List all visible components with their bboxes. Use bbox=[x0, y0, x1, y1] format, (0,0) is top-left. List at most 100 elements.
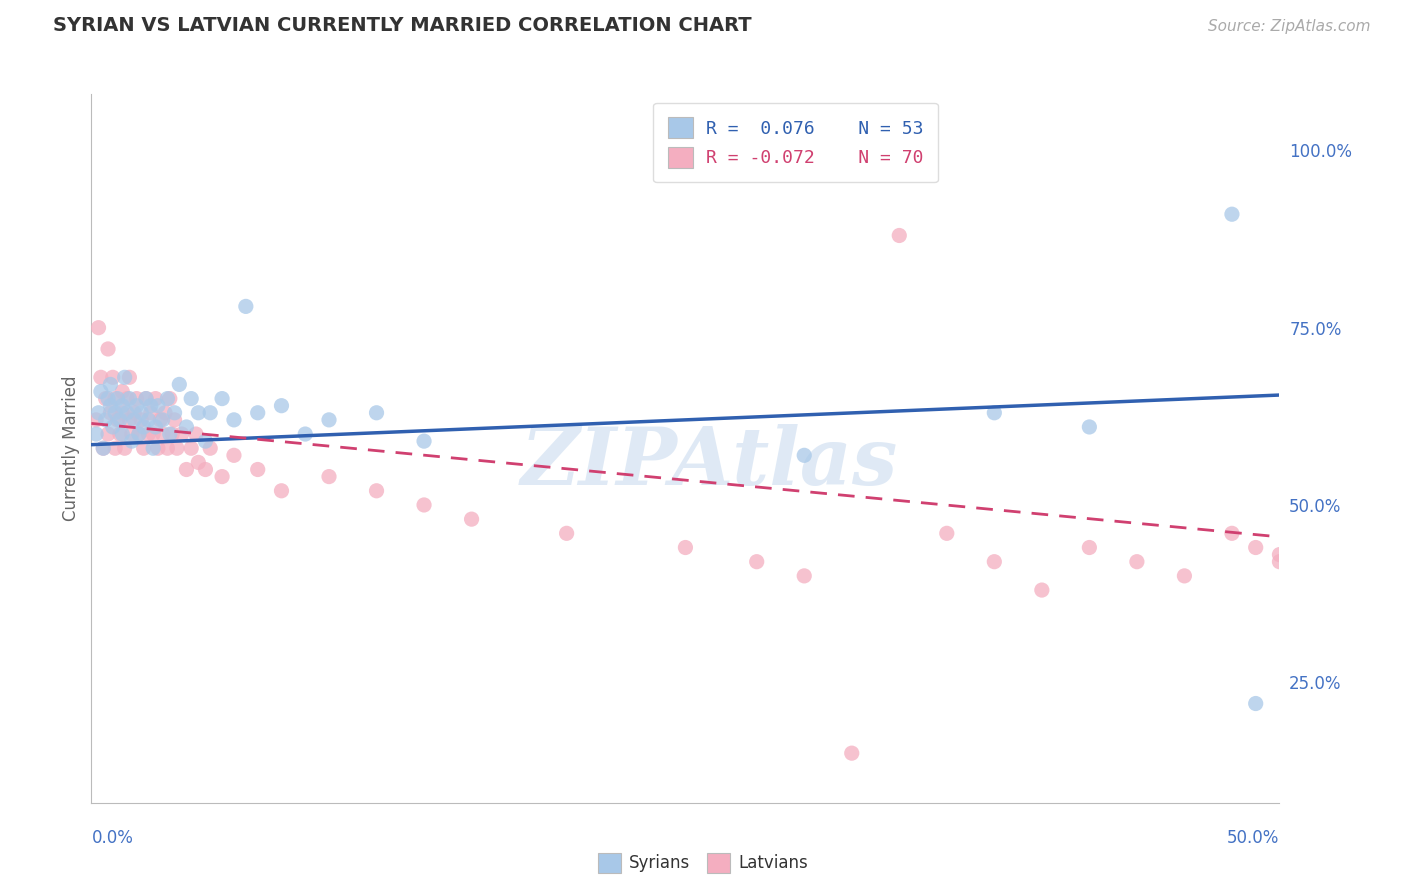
Point bbox=[114, 442, 136, 456]
Point bbox=[152, 427, 174, 442]
Point bbox=[94, 392, 117, 406]
Point bbox=[889, 228, 911, 243]
Point bbox=[555, 526, 578, 541]
Text: SYRIAN VS LATVIAN CURRENTLY MARRIED CORRELATION CHART: SYRIAN VS LATVIAN CURRENTLY MARRIED CORR… bbox=[53, 16, 752, 35]
Point bbox=[841, 746, 863, 760]
Point bbox=[132, 442, 155, 456]
Point bbox=[129, 413, 152, 427]
Point bbox=[176, 462, 198, 476]
Point bbox=[366, 483, 388, 498]
Point bbox=[246, 406, 269, 420]
Point bbox=[142, 427, 165, 442]
Point bbox=[156, 442, 179, 456]
Point bbox=[118, 413, 141, 427]
Point bbox=[270, 483, 292, 498]
Point bbox=[235, 300, 257, 314]
Point bbox=[194, 462, 217, 476]
Point bbox=[90, 370, 112, 384]
Point bbox=[166, 442, 188, 456]
Point bbox=[200, 406, 222, 420]
Point bbox=[111, 427, 134, 442]
Point bbox=[156, 392, 179, 406]
Point bbox=[270, 399, 292, 413]
Point bbox=[104, 392, 127, 406]
Y-axis label: Currently Married: Currently Married bbox=[62, 376, 80, 521]
Point bbox=[104, 406, 127, 420]
Point bbox=[222, 448, 245, 462]
Point bbox=[145, 392, 167, 406]
Point bbox=[793, 448, 815, 462]
Point bbox=[87, 320, 110, 334]
Point bbox=[128, 427, 150, 442]
Point bbox=[413, 498, 436, 512]
Text: ZIPAtlas: ZIPAtlas bbox=[520, 424, 898, 501]
Point bbox=[152, 413, 174, 427]
Point bbox=[1078, 420, 1101, 434]
Text: 0.0%: 0.0% bbox=[91, 829, 134, 847]
Point bbox=[163, 413, 186, 427]
Point bbox=[111, 399, 134, 413]
Point bbox=[1078, 541, 1101, 555]
Point bbox=[1126, 555, 1149, 569]
Point bbox=[101, 420, 124, 434]
Point bbox=[146, 399, 169, 413]
Point bbox=[91, 442, 114, 456]
Point bbox=[673, 541, 696, 555]
Point bbox=[1268, 548, 1291, 562]
Point bbox=[87, 406, 110, 420]
Point bbox=[100, 406, 122, 420]
Point bbox=[138, 413, 160, 427]
Legend: R =  0.076    N = 53, R = -0.072    N = 70: R = 0.076 N = 53, R = -0.072 N = 70 bbox=[654, 103, 938, 182]
Point bbox=[115, 406, 138, 420]
Point bbox=[100, 377, 122, 392]
Point bbox=[1220, 207, 1243, 221]
Point bbox=[135, 392, 157, 406]
Point bbox=[176, 420, 198, 434]
Point bbox=[118, 370, 141, 384]
Point bbox=[211, 469, 233, 483]
Point bbox=[111, 406, 134, 420]
Point bbox=[1244, 541, 1267, 555]
Point bbox=[1220, 526, 1243, 541]
Point bbox=[163, 406, 186, 420]
Point bbox=[222, 413, 245, 427]
Point bbox=[125, 399, 148, 413]
Point bbox=[211, 392, 233, 406]
Point bbox=[983, 555, 1005, 569]
Point bbox=[139, 399, 162, 413]
Point bbox=[108, 427, 131, 442]
Point bbox=[129, 406, 152, 420]
Point bbox=[97, 342, 120, 356]
Point bbox=[138, 427, 160, 442]
Legend: Syrians, Latvians: Syrians, Latvians bbox=[591, 847, 815, 880]
Point bbox=[983, 406, 1005, 420]
Point bbox=[84, 427, 107, 442]
Point bbox=[170, 427, 193, 442]
Point bbox=[122, 406, 145, 420]
Point bbox=[187, 455, 209, 469]
Point bbox=[104, 442, 127, 456]
Point bbox=[97, 427, 120, 442]
Point bbox=[200, 442, 222, 456]
Point bbox=[318, 413, 340, 427]
Point bbox=[146, 442, 169, 456]
Point bbox=[180, 442, 202, 456]
Point bbox=[153, 406, 176, 420]
Point bbox=[318, 469, 340, 483]
Point bbox=[413, 434, 436, 449]
Point bbox=[159, 392, 181, 406]
Point bbox=[1173, 569, 1195, 583]
Point bbox=[128, 427, 150, 442]
Point bbox=[194, 434, 217, 449]
Text: Source: ZipAtlas.com: Source: ZipAtlas.com bbox=[1208, 20, 1371, 34]
Point bbox=[294, 427, 316, 442]
Point bbox=[159, 427, 181, 442]
Point bbox=[1244, 697, 1267, 711]
Point bbox=[111, 384, 134, 399]
Point bbox=[114, 370, 136, 384]
Point bbox=[100, 399, 122, 413]
Point bbox=[935, 526, 957, 541]
Point bbox=[1031, 583, 1053, 598]
Point bbox=[97, 392, 120, 406]
Point bbox=[793, 569, 815, 583]
